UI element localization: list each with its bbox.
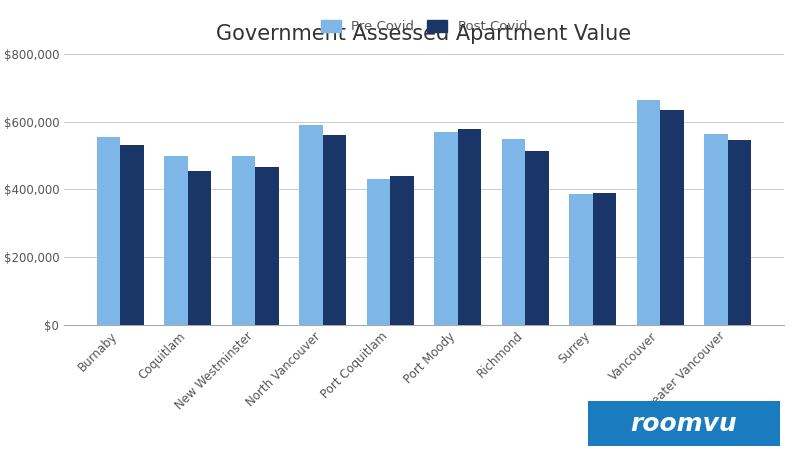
Legend: Pre Covid, Post Covid: Pre Covid, Post Covid	[315, 15, 533, 39]
Title: Government Assessed Apartment Value: Government Assessed Apartment Value	[217, 24, 631, 44]
Bar	[255, 167, 279, 325]
Bar	[322, 135, 346, 325]
Bar	[434, 132, 458, 325]
Bar	[502, 139, 526, 325]
Bar	[97, 137, 120, 325]
Bar	[232, 156, 255, 325]
Bar	[704, 133, 728, 325]
Bar	[366, 179, 390, 325]
Bar	[458, 129, 482, 325]
Bar	[660, 110, 684, 325]
Bar	[188, 171, 211, 325]
Bar	[728, 140, 751, 325]
Bar	[637, 100, 660, 325]
Bar	[390, 176, 414, 325]
Bar	[526, 151, 549, 325]
Bar	[164, 156, 188, 325]
Text: roomvu: roomvu	[630, 412, 738, 436]
Bar	[299, 125, 322, 325]
Bar	[593, 193, 616, 325]
Bar	[120, 145, 144, 325]
Bar	[569, 194, 593, 325]
